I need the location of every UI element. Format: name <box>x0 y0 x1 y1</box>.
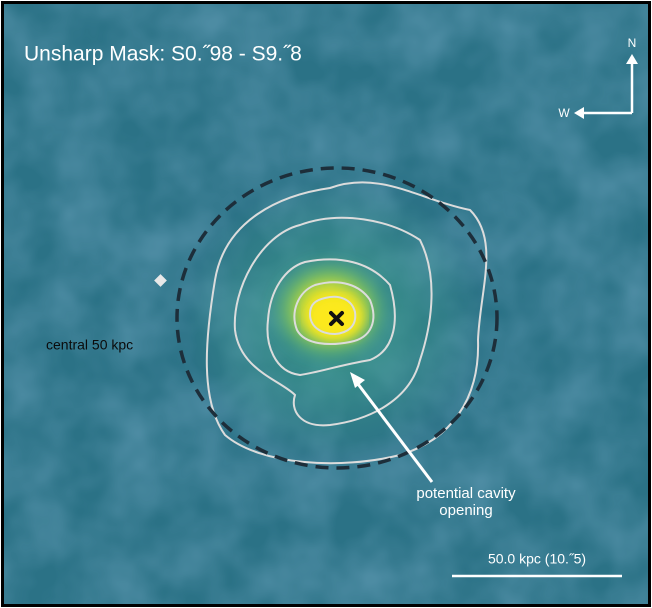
central-circle <box>175 166 499 470</box>
scale-bar-label: 50.0 kpc (10.˝5) <box>488 551 586 567</box>
cavity-label: potential cavity <box>416 485 516 502</box>
center-marker <box>329 311 344 326</box>
title: Unsharp Mask: S0.˝98 - S9.˝8 <box>24 43 302 66</box>
compass-west: W <box>558 106 570 120</box>
compass <box>574 54 638 119</box>
circle-label: central 50 kpc <box>46 337 133 353</box>
point-source <box>154 274 167 287</box>
cavity-arrow <box>350 372 434 483</box>
cavity-label: opening <box>439 502 492 519</box>
compass-north: N <box>628 36 637 50</box>
